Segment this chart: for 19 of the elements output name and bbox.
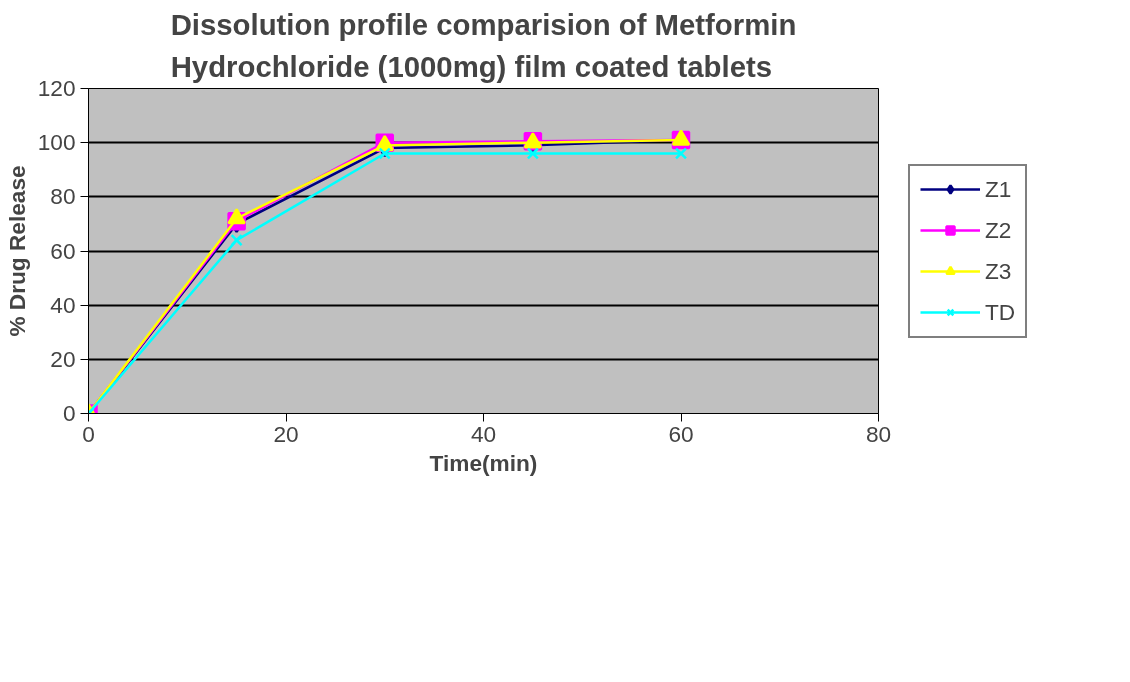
chart-title: Dissolution profile comparision of Metformin Hydrochloride (1000mg) film coated tablets	[170, 7, 797, 84]
x-tick-label: 0	[82, 420, 95, 447]
y-tick-label: 20	[50, 345, 76, 372]
y-tick-label: 0	[62, 400, 76, 426]
legend-label: TD	[985, 298, 1016, 326]
y-tick-label: 40	[50, 291, 76, 318]
x-axis-title: Time(min)	[429, 449, 538, 476]
y-axis-title: % Drug Release	[3, 165, 30, 337]
legend-label: Z3	[985, 257, 1012, 285]
x-tick-label: 20	[273, 420, 299, 447]
y-tick-label: 80	[50, 183, 76, 210]
legend-label: Z1	[985, 175, 1012, 203]
y-tick-label: 100	[37, 129, 76, 156]
y-tick-label: 60	[50, 237, 76, 264]
x-tick-label: 80	[865, 420, 892, 447]
x-tick-label: 60	[668, 420, 694, 447]
legend-label: Z2	[985, 216, 1012, 244]
x-tick-label: 40	[470, 420, 497, 447]
y-tick-label: 120	[37, 75, 76, 101]
